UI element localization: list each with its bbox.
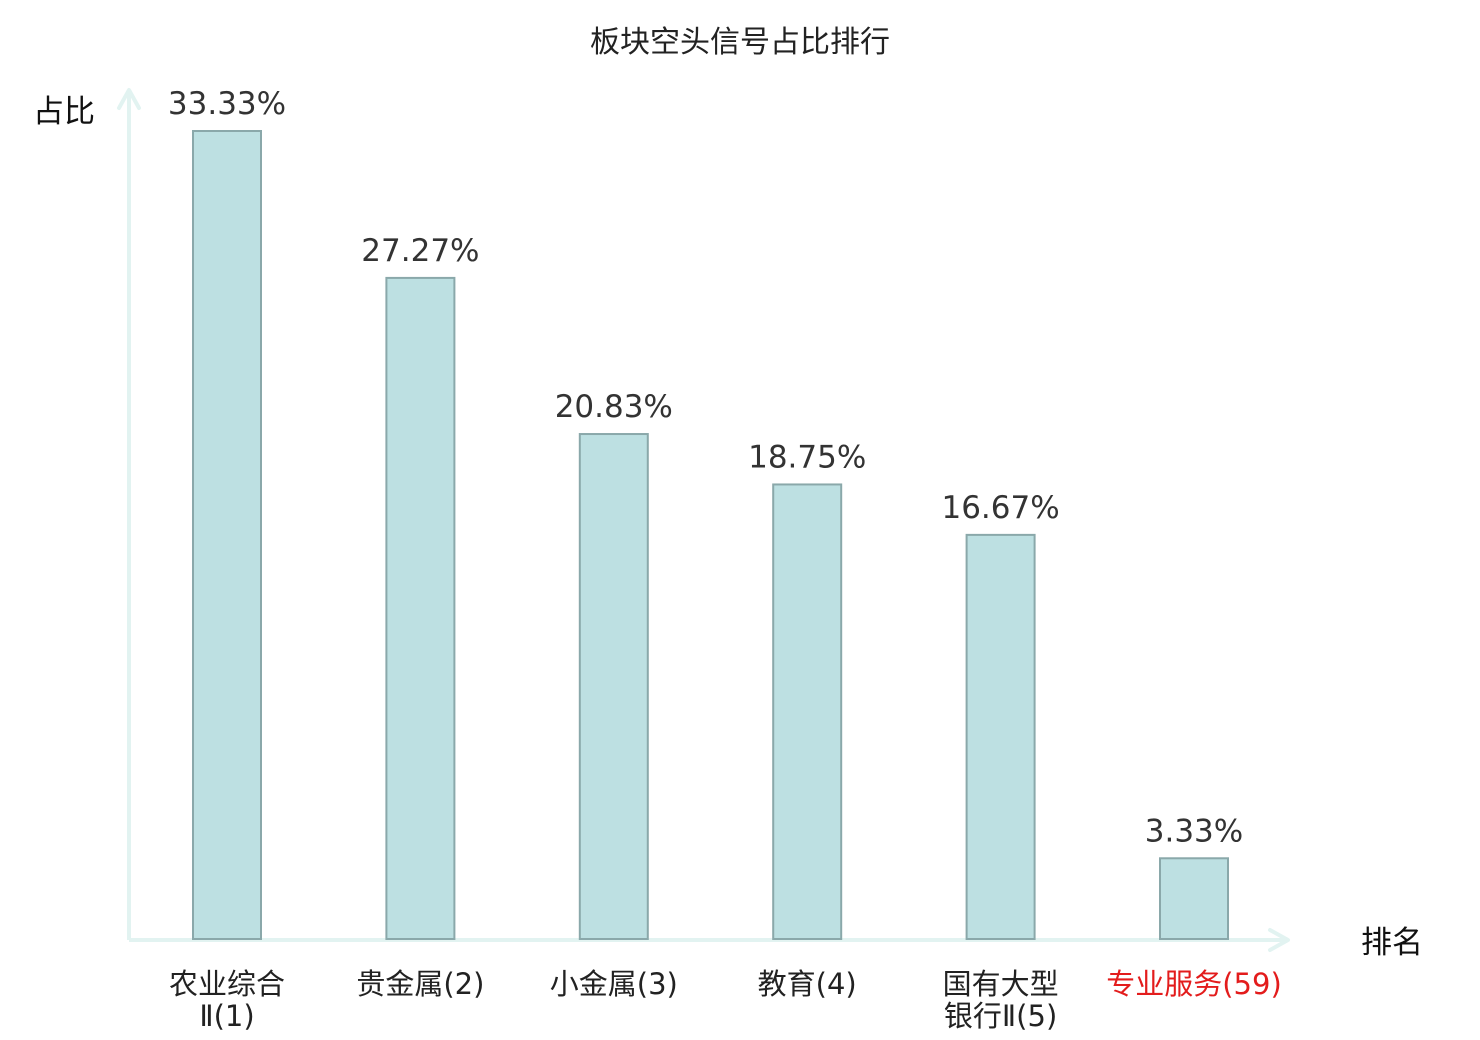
- bar: [385, 276, 456, 940]
- bars: [192, 130, 1229, 940]
- category-label: 农业综合: [169, 967, 285, 1001]
- bar: [772, 483, 843, 940]
- value-labels: 33.33% 27.27% 20.83% 18.75% 16.67% 3.33%: [168, 86, 1243, 849]
- x-axis-arrow: [1268, 928, 1290, 952]
- category-label: 国有大型: [943, 967, 1059, 1001]
- category-label: 小金属(3): [550, 967, 678, 1001]
- y-axis-label: 占比: [33, 94, 95, 130]
- y-axis-arrow: [117, 88, 141, 110]
- bar: [965, 533, 1036, 940]
- bar-value-label: 3.33%: [1145, 813, 1243, 849]
- chart-title: 板块空头信号占比排行: [590, 25, 890, 60]
- bar: [1159, 857, 1229, 940]
- category-label: Ⅱ(1): [199, 999, 254, 1033]
- bar-value-label: 27.27%: [361, 233, 479, 269]
- bar: [192, 130, 262, 940]
- bar-value-label: 20.83%: [555, 389, 673, 425]
- category-label: 贵金属(2): [356, 967, 484, 1001]
- bar-value-label: 18.75%: [748, 439, 866, 475]
- category-label: 教育(4): [758, 967, 857, 1001]
- bar: [578, 433, 649, 940]
- x-axis-label: 排名: [1361, 925, 1423, 961]
- bar-value-label: 33.33%: [168, 86, 286, 122]
- category-label: 银行Ⅱ(5): [944, 999, 1057, 1033]
- bar-value-label: 16.67%: [941, 490, 1059, 526]
- category-label: 专业服务(59): [1106, 967, 1282, 1001]
